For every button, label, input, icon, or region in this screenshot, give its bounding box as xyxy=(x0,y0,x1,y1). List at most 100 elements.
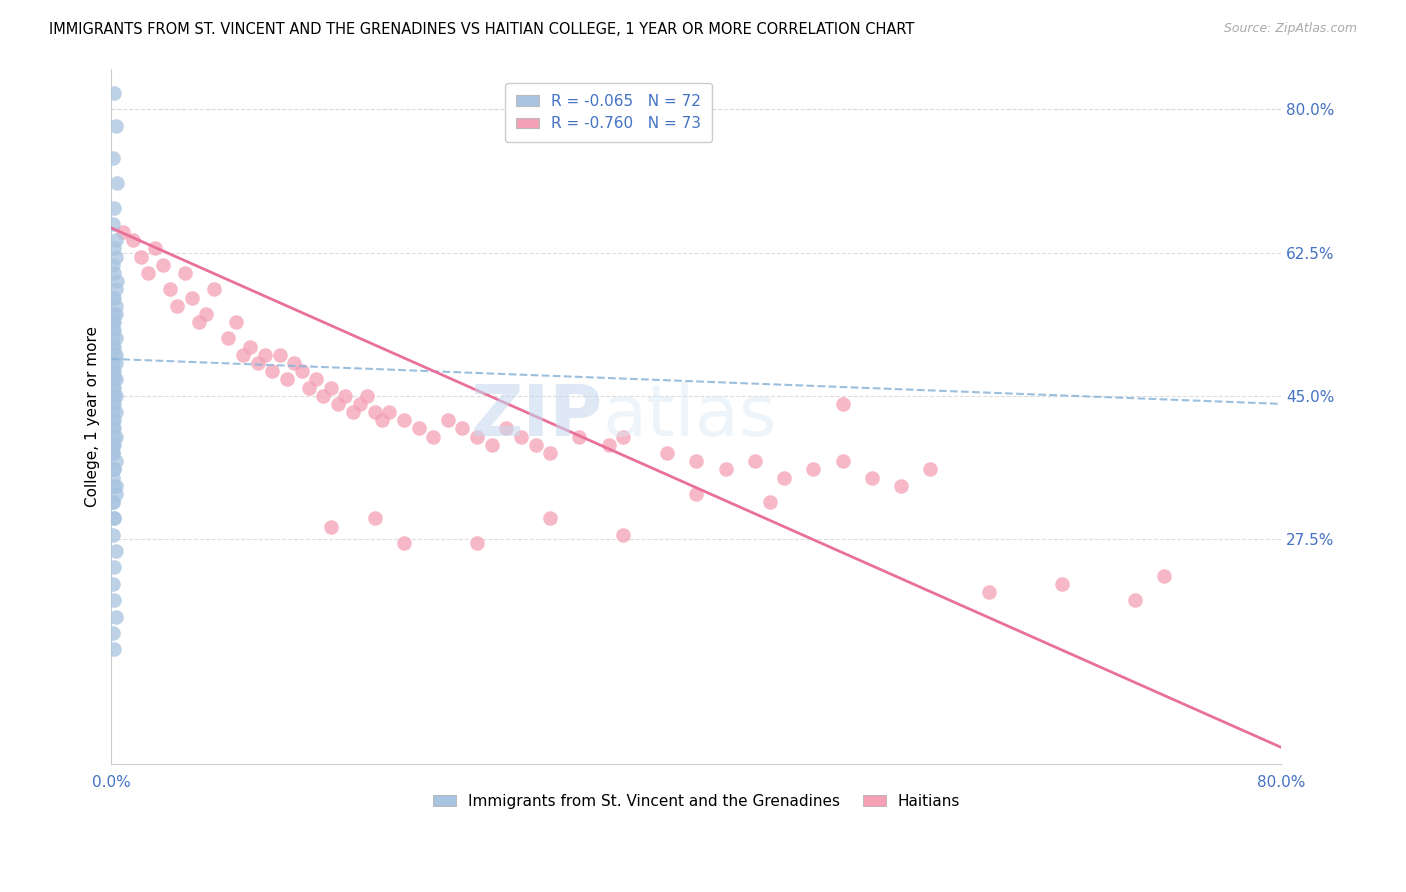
Point xyxy=(977,585,1000,599)
Point xyxy=(159,282,181,296)
Point xyxy=(104,233,127,247)
Point xyxy=(101,331,124,345)
Point xyxy=(101,372,124,386)
Point xyxy=(173,266,195,280)
Point xyxy=(104,389,127,403)
Point xyxy=(217,331,239,345)
Point xyxy=(103,348,125,362)
Point xyxy=(104,307,127,321)
Point xyxy=(392,536,415,550)
Point xyxy=(744,454,766,468)
Text: atlas: atlas xyxy=(603,382,778,450)
Point xyxy=(349,397,371,411)
Point xyxy=(112,225,135,239)
Point xyxy=(104,282,127,296)
Point xyxy=(103,201,125,215)
Point xyxy=(758,495,780,509)
Point xyxy=(509,429,531,443)
Point xyxy=(103,479,125,493)
Point xyxy=(657,446,679,460)
Point xyxy=(495,421,517,435)
Point xyxy=(101,421,124,435)
Point xyxy=(378,405,401,419)
Point xyxy=(136,266,159,280)
Point xyxy=(104,348,127,362)
Point xyxy=(392,413,415,427)
Point xyxy=(103,462,125,476)
Point xyxy=(129,250,152,264)
Point xyxy=(104,487,127,501)
Point xyxy=(101,340,124,354)
Point xyxy=(890,479,912,493)
Point xyxy=(143,242,166,256)
Point xyxy=(436,413,458,427)
Point xyxy=(104,119,127,133)
Point xyxy=(356,389,378,403)
Point xyxy=(103,560,125,574)
Point xyxy=(232,348,254,362)
Point xyxy=(1153,568,1175,582)
Point xyxy=(225,315,247,329)
Point xyxy=(860,470,883,484)
Text: IMMIGRANTS FROM ST. VINCENT AND THE GRENADINES VS HAITIAN COLLEGE, 1 YEAR OR MOR: IMMIGRANTS FROM ST. VINCENT AND THE GREN… xyxy=(49,22,914,37)
Point xyxy=(101,315,124,329)
Point xyxy=(538,446,561,460)
Point xyxy=(773,470,796,484)
Point xyxy=(342,405,364,419)
Point xyxy=(283,356,305,370)
Point xyxy=(101,626,124,640)
Point xyxy=(103,364,125,378)
Point xyxy=(103,511,125,525)
Point xyxy=(803,462,825,476)
Point xyxy=(103,413,125,427)
Point xyxy=(103,372,125,386)
Point xyxy=(269,348,291,362)
Point xyxy=(408,421,430,435)
Point xyxy=(262,364,284,378)
Point xyxy=(101,438,124,452)
Point xyxy=(103,380,125,394)
Point xyxy=(1123,593,1146,607)
Y-axis label: College, 1 year or more: College, 1 year or more xyxy=(86,326,100,507)
Point xyxy=(103,421,125,435)
Point xyxy=(105,274,128,288)
Point xyxy=(246,356,269,370)
Text: ZIP: ZIP xyxy=(471,382,603,450)
Point xyxy=(152,258,174,272)
Point xyxy=(101,152,124,166)
Point xyxy=(103,389,125,403)
Point xyxy=(538,511,561,525)
Point xyxy=(104,544,127,558)
Point xyxy=(101,470,124,484)
Point xyxy=(920,462,942,476)
Point xyxy=(312,389,335,403)
Point xyxy=(104,609,127,624)
Point xyxy=(101,495,124,509)
Point xyxy=(363,405,385,419)
Point xyxy=(465,429,488,443)
Point xyxy=(180,291,202,305)
Point xyxy=(298,380,321,394)
Point xyxy=(103,429,125,443)
Point xyxy=(101,364,124,378)
Point xyxy=(276,372,298,386)
Point xyxy=(1050,577,1073,591)
Point xyxy=(101,528,124,542)
Point xyxy=(101,291,124,305)
Point xyxy=(465,536,488,550)
Point xyxy=(104,479,127,493)
Point xyxy=(103,307,125,321)
Point xyxy=(685,487,707,501)
Point xyxy=(422,429,444,443)
Point xyxy=(101,217,124,231)
Point xyxy=(831,397,853,411)
Point xyxy=(101,323,124,337)
Point xyxy=(104,372,127,386)
Legend: Immigrants from St. Vincent and the Grenadines, Haitians: Immigrants from St. Vincent and the Gren… xyxy=(426,788,966,815)
Point xyxy=(103,397,125,411)
Point xyxy=(104,299,127,313)
Point xyxy=(101,405,124,419)
Point xyxy=(239,340,262,354)
Point xyxy=(122,233,145,247)
Point xyxy=(104,454,127,468)
